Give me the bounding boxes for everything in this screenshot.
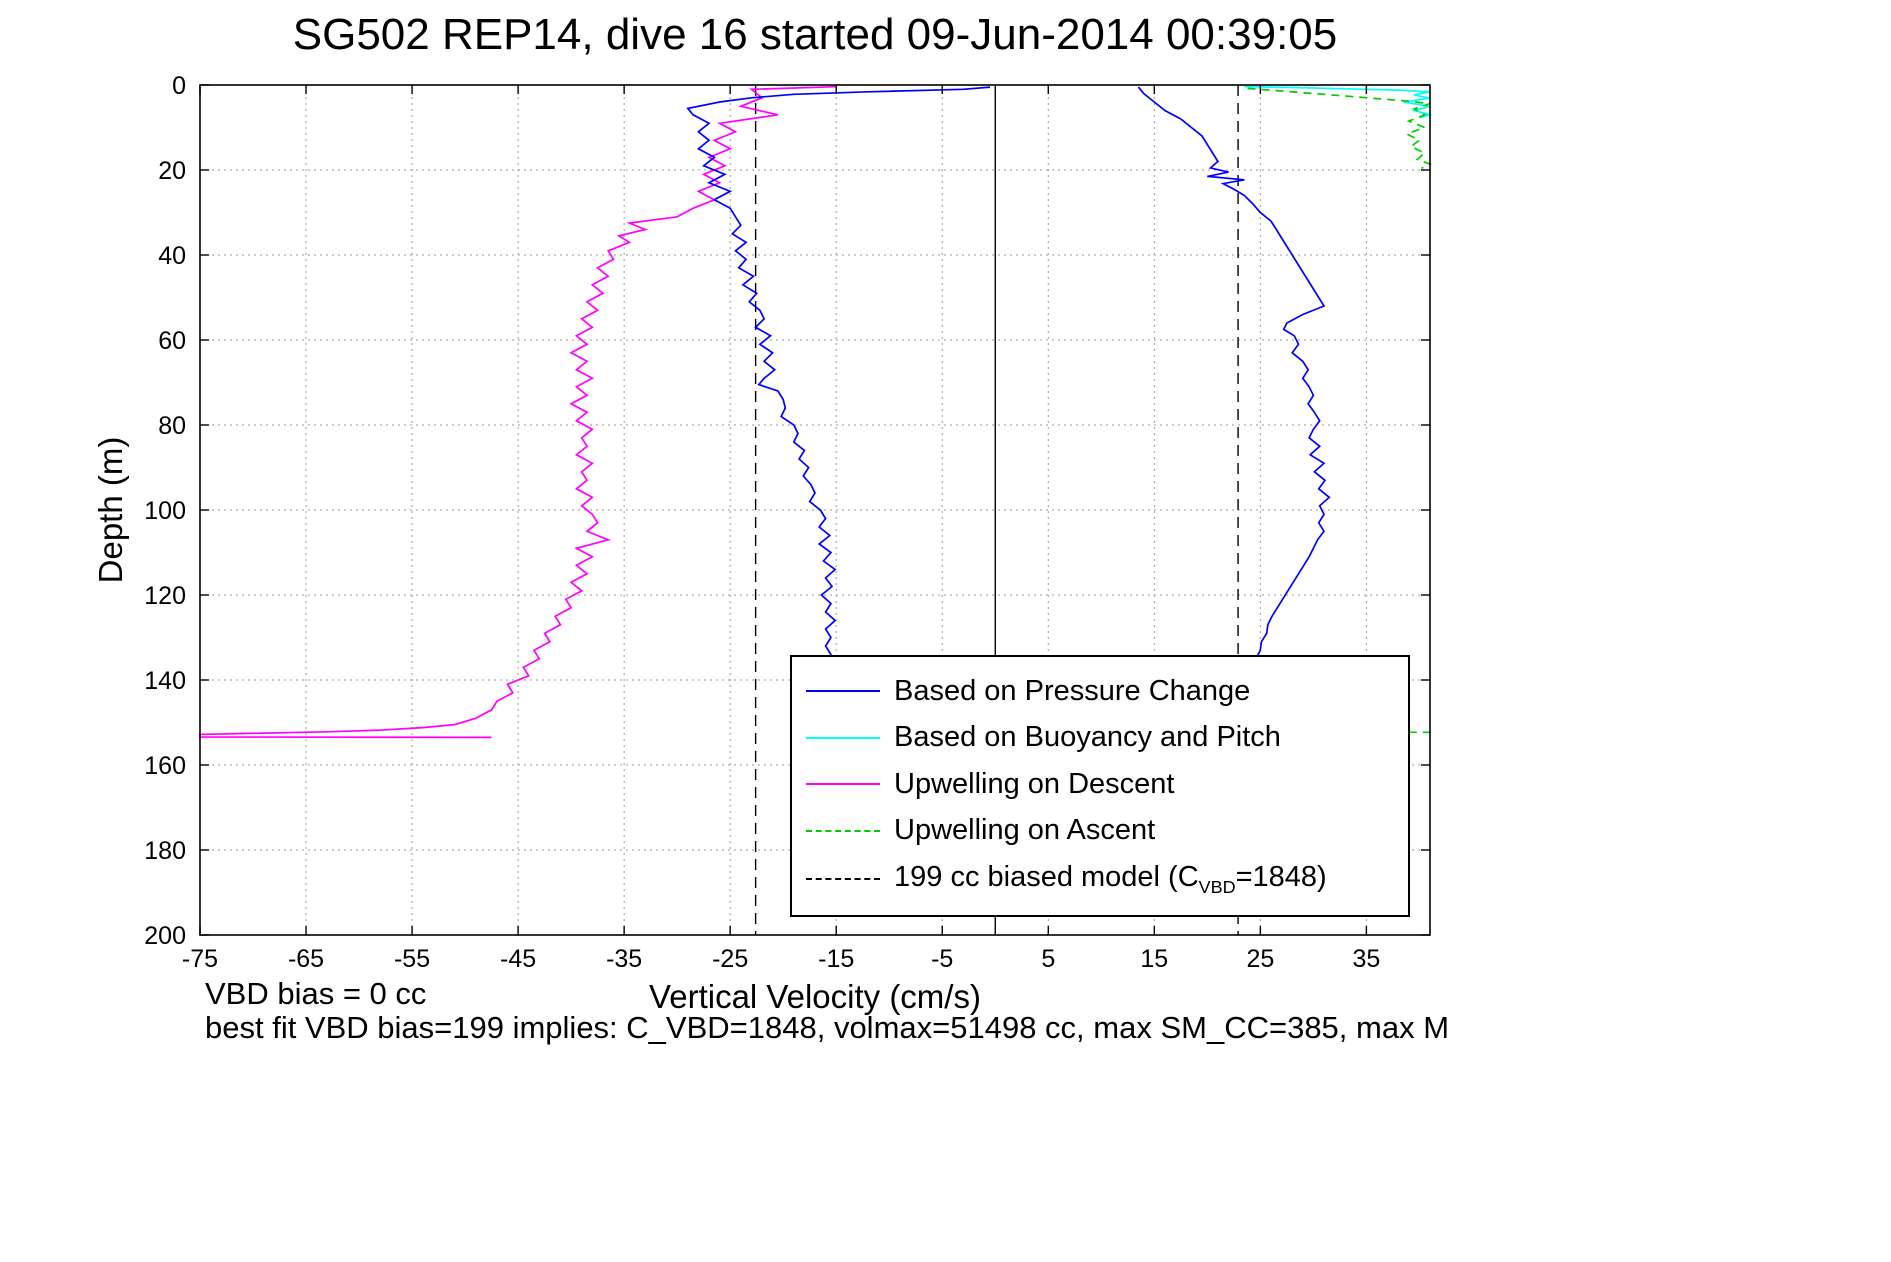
- y-tick-label: 140: [144, 667, 186, 695]
- y-tick-label: 40: [158, 242, 186, 270]
- vbd-bias-annotation: VBD bias = 0 cc: [205, 976, 427, 1011]
- y-tick-label: 120: [144, 582, 186, 610]
- legend-label: Based on Pressure Change: [894, 674, 1251, 707]
- x-tick-label: 35: [1352, 945, 1380, 973]
- series-buoyancy-pitch: [1244, 85, 1434, 119]
- x-tick-label: -25: [712, 945, 748, 973]
- y-tick-label: 200: [144, 922, 186, 950]
- x-tick-label: -45: [500, 945, 536, 973]
- y-tick-label: 80: [158, 412, 186, 440]
- x-tick-label: -75: [182, 945, 218, 973]
- legend-line-sample-magenta: [806, 783, 880, 786]
- y-tick-label: 160: [144, 752, 186, 780]
- x-tick-label: -35: [606, 945, 642, 973]
- legend-label: Upwelling on Descent: [894, 767, 1175, 800]
- legend-label: Based on Buoyancy and Pitch: [894, 721, 1281, 754]
- legend-label: Upwelling on Ascent: [894, 814, 1156, 847]
- plot-title: SG502 REP14, dive 16 started 09-Jun-2014…: [292, 10, 1338, 59]
- series-pressure-ascent: [1137, 86, 1331, 660]
- legend-entry-upwelling-ascent: Upwelling on Ascent: [792, 814, 1408, 847]
- y-tick-label: 60: [158, 327, 186, 355]
- legend-line-sample-green: [806, 829, 880, 832]
- legend-label: 199 cc biased model (CVBD=1848): [894, 860, 1327, 897]
- y-axis-label: Depth (m): [92, 437, 129, 584]
- series-upwelling-ascent: [1247, 87, 1433, 170]
- x-tick-label: 5: [1041, 945, 1055, 973]
- legend-line-sample-blue: [806, 690, 880, 693]
- y-tick-label: 20: [158, 157, 186, 185]
- x-tick-label: -15: [818, 945, 854, 973]
- legend-line-sample-cyan: [806, 736, 880, 739]
- x-axis-label: Vertical Velocity (cm/s): [649, 978, 981, 1015]
- y-tick-label: 0: [172, 72, 186, 100]
- series-pressure-descent: [686, 86, 991, 664]
- best-fit-annotation: best fit VBD bias=199 implies: C_VBD=184…: [205, 1010, 1450, 1045]
- x-tick-label: 15: [1140, 945, 1168, 973]
- legend-entry-biased-model: 199 cc biased model (CVBD=1848): [792, 861, 1408, 898]
- legend-entry-upwelling-descent: Upwelling on Descent: [792, 768, 1408, 801]
- legend-entry-buoyancy-pitch: Based on Buoyancy and Pitch: [792, 721, 1408, 754]
- y-tick-label: 100: [144, 497, 186, 525]
- y-tick-label: 180: [144, 837, 186, 865]
- x-tick-label: 25: [1246, 945, 1274, 973]
- series-upwelling-descent: [199, 85, 837, 739]
- x-tick-label: -55: [394, 945, 430, 973]
- x-tick-label: -65: [288, 945, 324, 973]
- x-tick-label: -5: [931, 945, 953, 973]
- legend-entry-pressure-change: Based on Pressure Change: [792, 675, 1408, 708]
- legend: Based on Pressure Change Based on Buoyan…: [790, 655, 1410, 917]
- legend-line-sample-black-dashed: [806, 878, 880, 881]
